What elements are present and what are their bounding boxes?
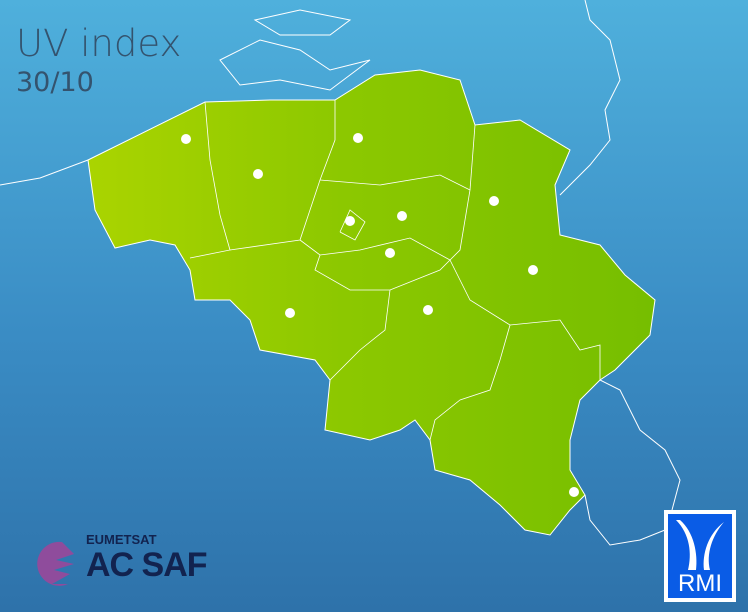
city-marker	[181, 134, 191, 144]
rmi-text: RMI	[678, 570, 722, 597]
belgium-land	[87, 69, 656, 536]
acsaf-globe-icon	[37, 541, 74, 586]
city-marker	[528, 265, 538, 275]
acsaf-text: AC SAF	[86, 546, 208, 584]
rmi-emblem-icon	[676, 520, 724, 570]
eumetsat-text: EUMETSAT	[86, 532, 157, 547]
rmi-logo: RMI	[664, 510, 736, 602]
map-date: 30/10	[16, 67, 94, 98]
city-marker	[345, 216, 355, 226]
city-marker	[397, 211, 407, 221]
city-marker	[285, 308, 295, 318]
acsaf-logo: EUMETSAT AC SAF	[30, 530, 230, 590]
city-marker	[385, 248, 395, 258]
city-marker	[353, 133, 363, 143]
map-title: UV index	[16, 22, 182, 65]
neighbour-borders	[0, 0, 680, 545]
city-markers	[181, 133, 579, 497]
city-marker	[253, 169, 263, 179]
city-marker	[423, 305, 433, 315]
city-marker	[489, 196, 499, 206]
city-marker	[569, 487, 579, 497]
